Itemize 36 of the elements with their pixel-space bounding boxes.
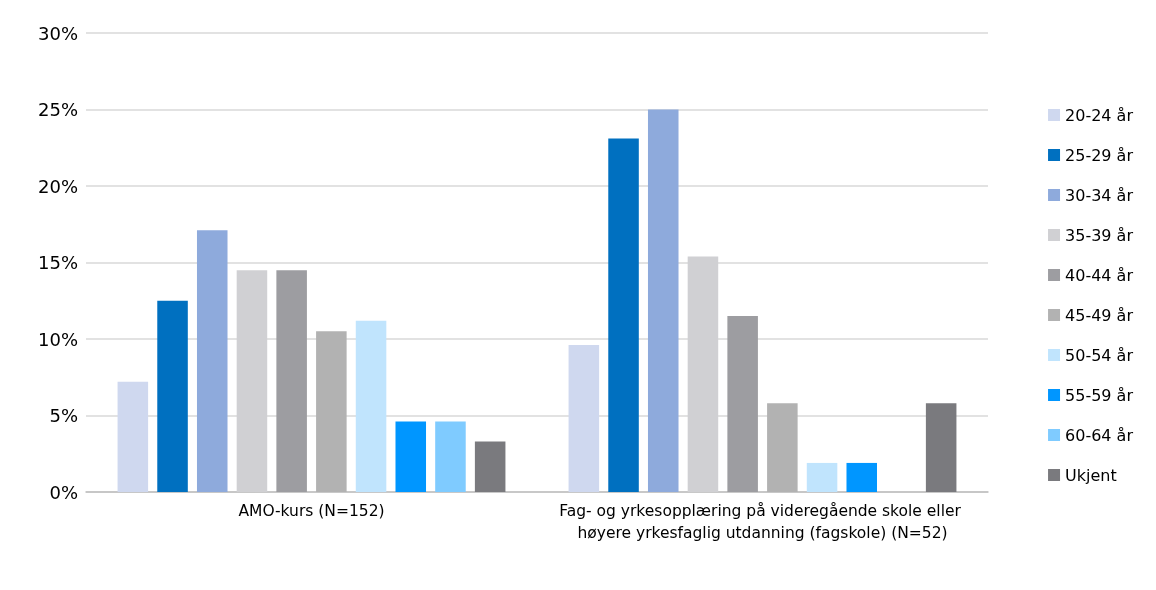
x-tick-label: Fag- og yrkesopplæring på videregående skole eller høyere yrkesfaglig utdanning (fagskole) (N=52) [559,502,966,542]
y-tick-label: 10% [37,328,78,350]
legend-label: 25-29 år [1065,145,1134,165]
y-tick-label: 0% [49,481,78,503]
bar [355,320,387,492]
y-tick-label: 25% [37,99,78,120]
bar [157,300,188,492]
bar [395,421,427,492]
bar [925,403,957,492]
bar [474,441,506,492]
legend-label: 55-59 år [1065,385,1134,405]
bar [117,381,149,492]
legend-label: 45-49 år [1065,305,1134,325]
legend-label: 35-39 år [1065,225,1134,245]
bar [568,345,600,492]
bar [435,421,466,492]
bar [276,270,307,492]
y-tick-label: 15% [37,252,78,273]
bar [196,230,228,492]
legend-label: 50-54 år [1065,345,1134,365]
legend-label: 60-64 år [1065,425,1134,445]
bar [727,316,758,492]
legend-label: Ukjent [1065,465,1117,485]
legend-label: 40-44 år [1065,265,1134,285]
legend-label: 20-24 år [1065,105,1134,125]
bar [647,109,679,492]
bar [767,403,798,492]
legend-label: 30-34 år [1065,185,1134,205]
y-tick-label: 20% [37,175,78,197]
bar [846,462,878,492]
bar [608,138,639,492]
y-tick-label: 5% [49,405,78,426]
x-tick-label: AMO-kurs (N=152) [238,502,385,520]
bar [316,331,347,492]
bar [806,462,838,492]
y-tick-label: 30% [37,22,78,44]
